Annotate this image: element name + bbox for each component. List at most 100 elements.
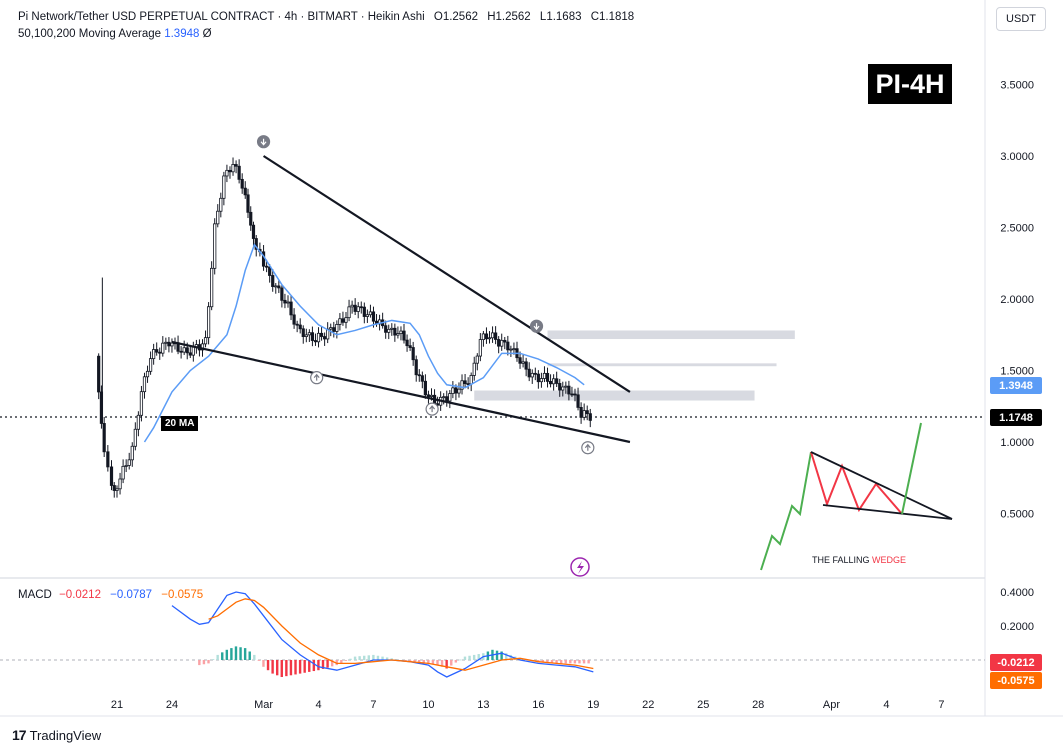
- candle-body: [112, 485, 116, 491]
- candle-body: [356, 306, 360, 312]
- macd-tick-label: 0.4000: [1000, 587, 1034, 599]
- macd-histogram-bar: [408, 660, 412, 662]
- candle-body: [463, 380, 467, 385]
- candle-body: [393, 327, 397, 336]
- pivot-arrow: [260, 138, 267, 146]
- candle-body: [127, 459, 131, 466]
- macd-histogram-bar: [381, 656, 384, 660]
- price-tick-label: 1.5000: [1000, 366, 1034, 378]
- high-value: 1.2562: [495, 11, 531, 23]
- candle-body: [130, 445, 134, 461]
- macd-histogram-bar: [463, 656, 467, 660]
- candle-body: [387, 328, 391, 333]
- macd-histogram-bar: [353, 656, 357, 660]
- candle-body: [231, 164, 235, 173]
- candle-body: [99, 391, 104, 424]
- macd-legend[interactable]: MACD −0.0212 −0.0787 −0.0575: [18, 589, 203, 601]
- signal-price-label: -0.0575: [990, 672, 1042, 689]
- candle-body: [246, 194, 250, 213]
- time-tick-label: 24: [166, 699, 178, 711]
- candle-body: [335, 324, 339, 332]
- candle-body: [365, 314, 369, 317]
- candle-body: [457, 388, 461, 394]
- wedge-lower-line: [171, 340, 631, 444]
- candle-body: [179, 350, 183, 353]
- low-value: 1.1683: [546, 11, 582, 23]
- time-tick-label: Mar: [254, 699, 273, 711]
- candle-body: [423, 380, 427, 396]
- candle-body: [216, 210, 220, 225]
- time-tick-label: 22: [642, 699, 654, 711]
- candle-body: [564, 385, 568, 388]
- pivot-arrow: [533, 323, 540, 331]
- candle-body: [225, 169, 229, 177]
- candle-body: [243, 187, 247, 196]
- candle-body: [524, 361, 528, 370]
- macd-histogram-bar: [207, 660, 210, 664]
- time-tick-label: 28: [752, 699, 764, 711]
- macd-histogram-bar: [257, 660, 261, 661]
- candle-body: [579, 407, 583, 418]
- candle-body: [414, 359, 418, 376]
- candle-body: [368, 311, 373, 316]
- candle-body: [188, 352, 192, 356]
- macd-histogram-bar: [422, 660, 425, 663]
- brand-name: TradingView: [29, 727, 102, 743]
- macd-histogram-bar: [395, 659, 398, 660]
- macd-histogram-bar: [308, 660, 311, 672]
- macd-histogram-bar: [372, 654, 375, 660]
- currency-button[interactable]: USDT: [996, 7, 1046, 31]
- candle-body: [512, 348, 516, 351]
- ma-label: 50,100,200 Moving Average: [18, 28, 162, 40]
- ma20-label: 20 MA: [161, 416, 199, 431]
- candle-body: [341, 318, 345, 323]
- candle-body: [200, 343, 205, 351]
- macd-histogram-bar: [385, 657, 389, 660]
- macd-histogram-bar: [266, 660, 270, 671]
- candle-body: [222, 175, 226, 199]
- macd-histogram-bar: [253, 654, 256, 660]
- macd-histogram-bar: [518, 658, 522, 660]
- candle-body: [295, 323, 299, 326]
- candle-body: [286, 301, 290, 304]
- candle-body: [344, 317, 348, 323]
- macd-histogram-bar: [276, 660, 279, 676]
- indicator-legend[interactable]: 50,100,200 Moving Average 1.3948 Ø: [18, 28, 212, 40]
- candle-body: [210, 267, 214, 308]
- macd-histogram-bar: [573, 660, 577, 664]
- ma-line: [143, 243, 585, 443]
- macd-histogram-bar: [285, 660, 288, 677]
- footer[interactable]: 17 TradingView: [12, 727, 101, 743]
- last-price-label: 1.1748: [990, 409, 1042, 426]
- macd-histogram-bar: [582, 660, 586, 664]
- candle-body: [254, 238, 258, 250]
- symbol-title: Pi Network/Tether USD PERPETUAL CONTRACT…: [18, 11, 425, 23]
- macd-histogram-bar: [546, 660, 549, 663]
- time-tick-label: 10: [422, 699, 434, 711]
- candle-body: [124, 465, 128, 467]
- candle-body: [219, 197, 223, 212]
- candle-body: [237, 165, 241, 180]
- candle-body: [289, 301, 293, 316]
- candle-body: [234, 164, 238, 167]
- candle-body: [167, 341, 171, 347]
- candle-body: [558, 383, 562, 391]
- macd-histogram-bar: [198, 660, 201, 666]
- candle-body: [570, 393, 574, 396]
- candle-body: [164, 341, 168, 344]
- macd-histogram-bar: [427, 660, 430, 664]
- macd-histogram-bar: [363, 655, 366, 660]
- macd-histogram-bar: [500, 651, 503, 660]
- macd-histogram-bar: [445, 660, 448, 669]
- ma-extra: Ø: [202, 28, 212, 40]
- candle-body: [420, 375, 424, 382]
- macd-histogram-bar: [436, 660, 439, 666]
- candle-body: [500, 339, 504, 347]
- candle-body: [475, 355, 479, 364]
- macd-histogram-bar: [555, 660, 558, 664]
- candle-body: [582, 410, 586, 418]
- open-key: O: [433, 11, 443, 23]
- macd-histogram-bar: [431, 660, 435, 665]
- macd-histogram-bar: [559, 660, 563, 664]
